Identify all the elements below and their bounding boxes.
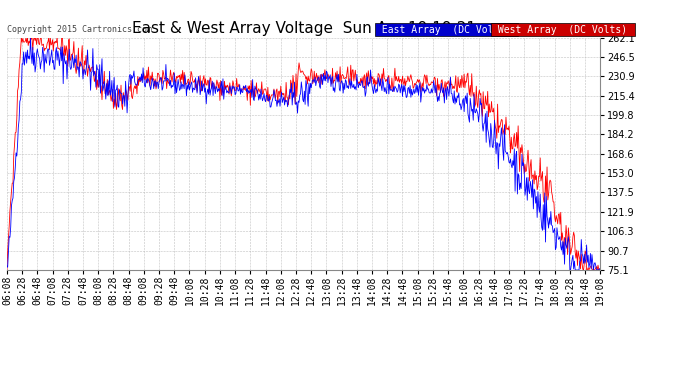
Text: West Array  (DC Volts): West Array (DC Volts) (492, 25, 633, 35)
Text: Copyright 2015 Cartronics.com: Copyright 2015 Cartronics.com (7, 25, 152, 34)
Text: East Array  (DC Volts): East Array (DC Volts) (376, 25, 517, 35)
Title: East & West Array Voltage  Sun Apr 19 19:21: East & West Array Voltage Sun Apr 19 19:… (132, 21, 475, 36)
